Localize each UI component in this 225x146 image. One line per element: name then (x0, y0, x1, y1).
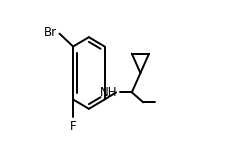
Text: Br: Br (44, 26, 57, 39)
Text: NH: NH (100, 86, 117, 99)
Text: F: F (70, 120, 76, 133)
